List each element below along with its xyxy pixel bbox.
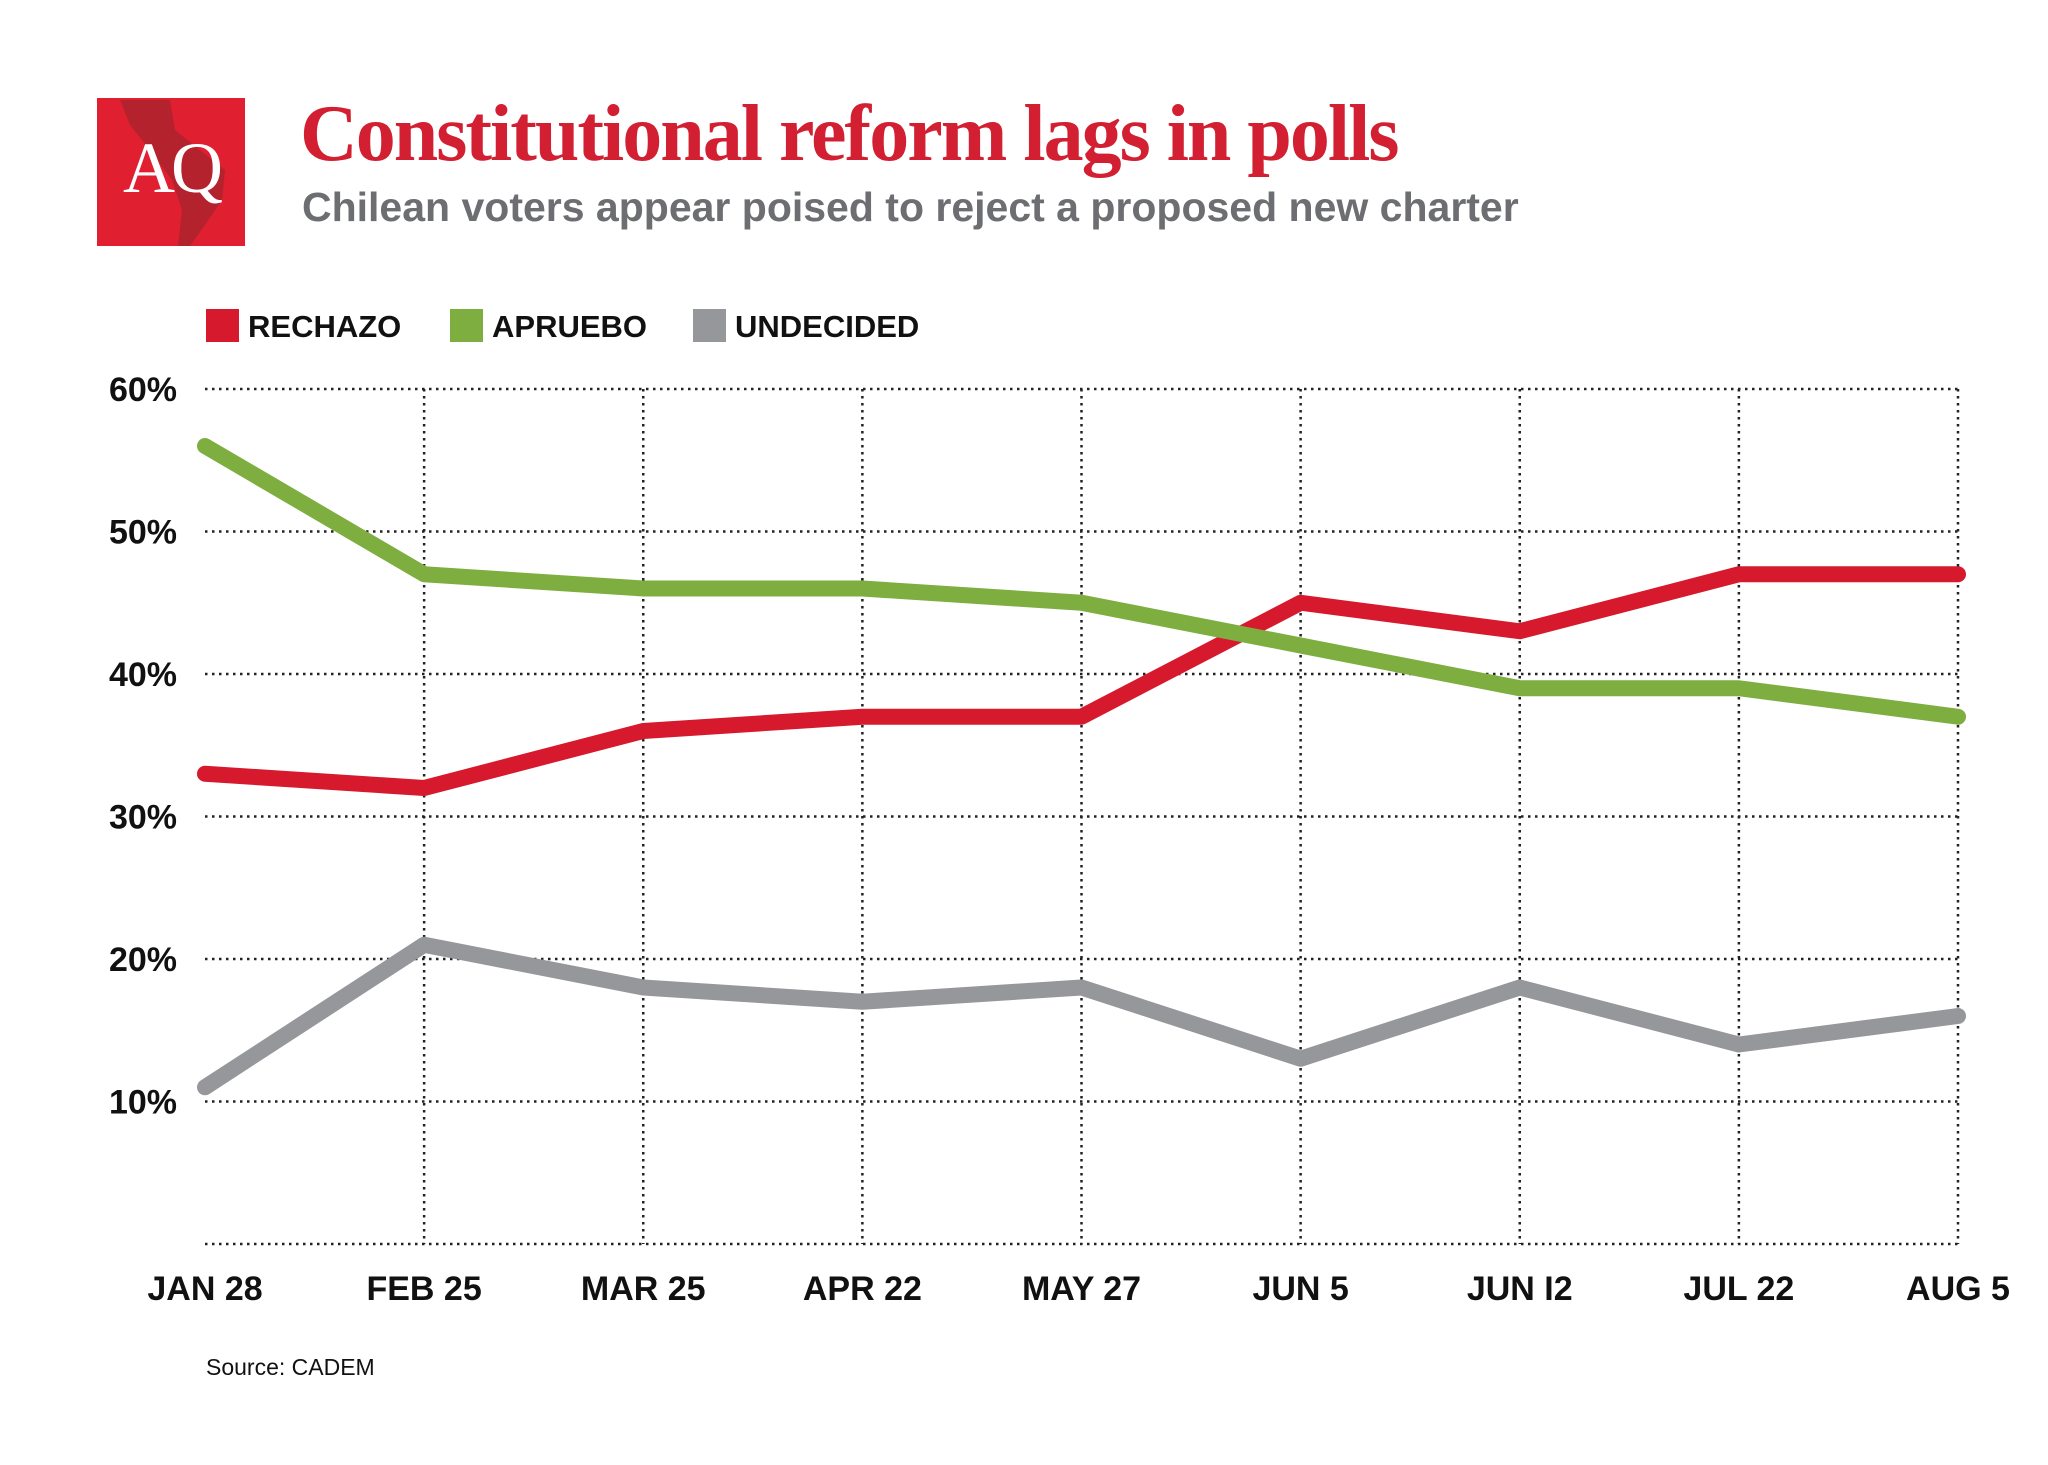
source-note: Source: CADEM — [206, 1354, 375, 1380]
legend: RECHAZO APRUEBO UNDECIDED — [206, 309, 919, 344]
logo-text: AQ — [123, 128, 222, 208]
series-lines — [197, 438, 1966, 1096]
chart-subtitle: Chilean voters appear poised to reject a… — [302, 184, 1519, 230]
x-tick-label: JUN 5 — [1252, 1270, 1348, 1308]
y-tick-label: 10% — [109, 1084, 177, 1122]
y-tick-label: 40% — [109, 656, 177, 694]
series-line-undecided — [197, 936, 1966, 1096]
y-axis: 10% 20% 30% 40% 50% 60% — [109, 371, 177, 1122]
legend-label-undecided: UNDECIDED — [735, 309, 919, 344]
legend-swatch-undecided — [693, 309, 726, 342]
chart-title: Constitutional reform lags in polls — [300, 90, 1398, 178]
y-tick-label: 60% — [109, 371, 177, 409]
legend-swatch-rechazo — [206, 309, 239, 342]
legend-label-rechazo: RECHAZO — [248, 309, 401, 344]
x-tick-label: FEB 25 — [366, 1270, 481, 1308]
legend-swatch-apruebo — [450, 309, 483, 342]
x-tick-label: JAN 28 — [147, 1270, 262, 1308]
y-tick-label: 50% — [109, 514, 177, 552]
grid — [205, 387, 1960, 1246]
x-tick-label: AUG 5 — [1906, 1270, 2010, 1308]
aq-logo: AQ — [97, 98, 245, 246]
x-tick-label: JUL 22 — [1683, 1270, 1794, 1308]
y-tick-label: 20% — [109, 941, 177, 979]
x-tick-label: APR 22 — [803, 1270, 922, 1308]
x-tick-label: MAR 25 — [581, 1270, 706, 1308]
x-tick-label: MAY 27 — [1022, 1270, 1141, 1308]
legend-label-apruebo: APRUEBO — [492, 309, 647, 344]
x-axis: JAN 28 FEB 25 MAR 25 APR 22 MAY 27 JUN 5 JUN I… — [147, 1270, 2010, 1308]
y-tick-label: 30% — [109, 799, 177, 837]
x-tick-label: JUN I2 — [1467, 1270, 1573, 1308]
